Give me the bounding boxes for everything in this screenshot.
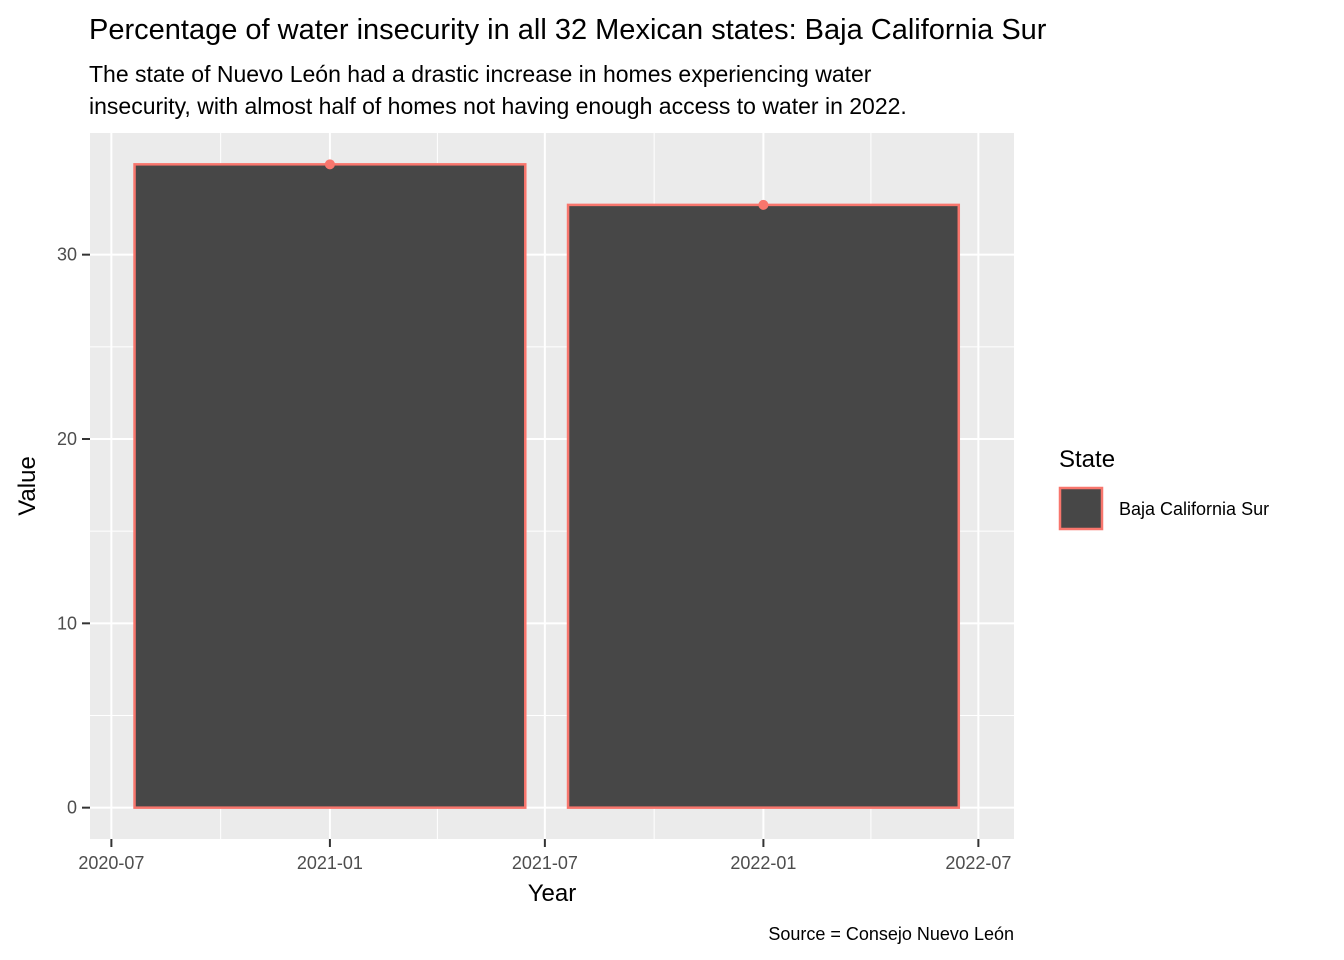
bar [566,203,961,809]
x-axis-title: Year [528,880,577,907]
y-tick-label: 20 [57,429,77,449]
x-tick-label: 2021-07 [512,853,578,873]
y-tick-label: 0 [67,798,77,818]
points [324,159,769,210]
x-tick-label: 2020-07 [78,853,144,873]
bar [133,163,527,809]
x-tick-label: 2021-01 [297,853,363,873]
y-tick-label: 10 [57,613,77,633]
chart-subtitle-line-1: The state of Nuevo León had a drastic in… [89,61,872,87]
data-point [758,199,769,210]
y-tick-label: 30 [57,245,77,265]
x-tick-label: 2022-01 [730,853,796,873]
chart-caption: Source = Consejo Nuevo León [768,924,1014,944]
data-point [324,159,335,170]
y-axis: 0 10 20 30 [57,245,90,818]
legend-title: State [1059,446,1115,473]
legend-label: Baja California Sur [1119,499,1269,519]
x-axis: 2020-07 2021-01 2021-07 2022-01 2022-07 [78,839,1011,873]
y-axis-title: Value [14,456,41,516]
legend-key [1058,486,1104,531]
chart-subtitle-line-2: insecurity, with almost half of homes no… [89,93,907,119]
chart-title: Percentage of water insecurity in all 32… [89,14,1047,46]
x-tick-label: 2022-07 [945,853,1011,873]
legend: State Baja California Sur [1058,446,1269,531]
